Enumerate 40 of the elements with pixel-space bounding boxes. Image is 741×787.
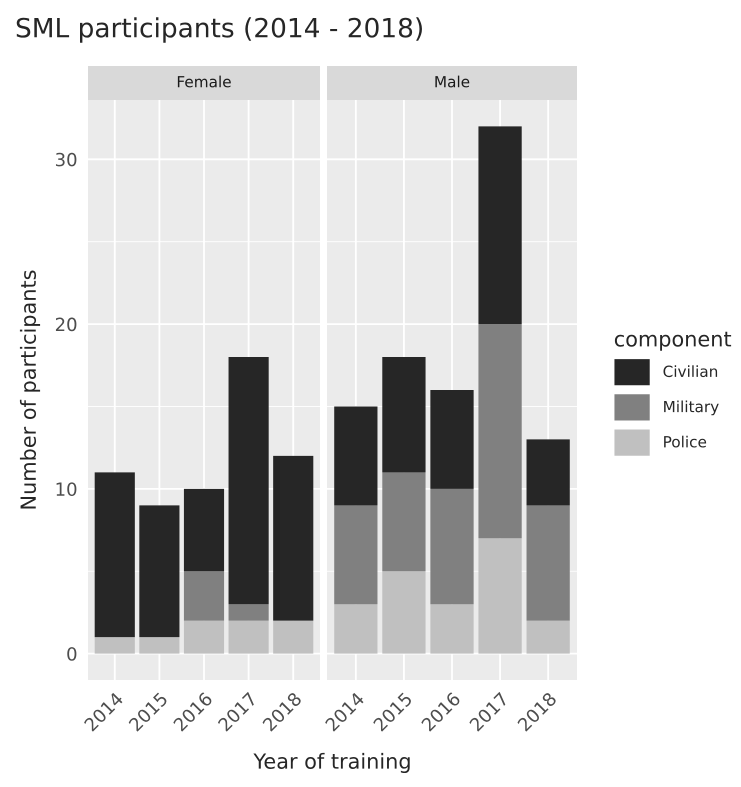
legend-label: Military: [664, 400, 719, 416]
bar: [478, 126, 522, 324]
bar: [139, 505, 180, 638]
bar: [382, 571, 426, 654]
bar: [139, 637, 180, 654]
bar: [228, 620, 269, 654]
bar: [228, 604, 269, 621]
x-axis-title: Year of training: [253, 752, 410, 773]
legend-label: Police: [664, 436, 706, 448]
legend-label: Civilian: [663, 365, 718, 378]
legend-title: component: [614, 332, 732, 351]
bar: [430, 488, 474, 604]
chart-title: SML participants (2014 - 2018): [16, 17, 422, 43]
y-tick-label: 0: [67, 647, 76, 661]
bar: [273, 456, 314, 621]
bar: [334, 604, 378, 654]
bar: [228, 357, 269, 604]
bar: [334, 505, 378, 604]
bar: [94, 472, 135, 638]
y-tick-label: 10: [56, 482, 76, 496]
bar: [94, 637, 135, 654]
chart-subtitle: Female: [178, 76, 231, 88]
y-tick-label: 20: [56, 318, 76, 332]
bar: [334, 406, 378, 506]
bar: [184, 620, 224, 654]
bar: [526, 505, 570, 621]
y-axis-title: Number of participants: [20, 270, 40, 508]
bar: [184, 571, 224, 621]
y-tick-label: 30: [56, 152, 76, 166]
bar: [184, 488, 224, 572]
bar: [382, 472, 426, 572]
bar: [430, 604, 474, 654]
bar: [478, 324, 522, 538]
bar: [382, 357, 426, 472]
bar: [478, 538, 522, 654]
bar: [273, 620, 314, 654]
bar: [526, 620, 570, 654]
bar: [526, 439, 570, 506]
bar: [430, 390, 474, 489]
chart-subtitle: Male: [435, 76, 470, 88]
